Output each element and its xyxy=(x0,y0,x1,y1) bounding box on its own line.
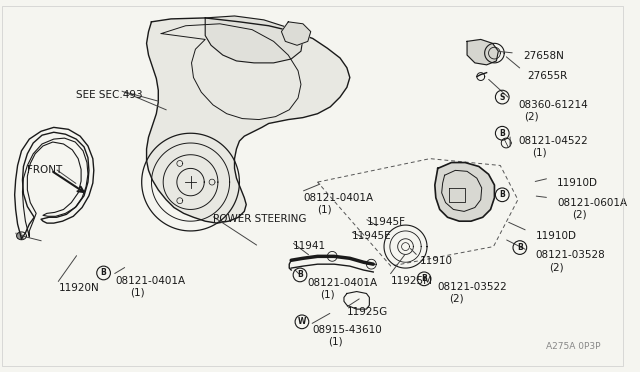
Text: (1): (1) xyxy=(130,288,145,298)
Text: 11941: 11941 xyxy=(293,241,326,251)
Text: 08121-0401A: 08121-0401A xyxy=(308,278,378,288)
Text: 11910D: 11910D xyxy=(536,231,577,241)
Text: A275A 0P3P: A275A 0P3P xyxy=(547,342,601,351)
Text: (2): (2) xyxy=(549,262,564,272)
Text: (1): (1) xyxy=(321,289,335,299)
Text: 11920N: 11920N xyxy=(59,283,99,293)
Text: 11910D: 11910D xyxy=(557,178,598,188)
Polygon shape xyxy=(467,39,499,65)
Text: (1): (1) xyxy=(317,205,332,215)
Text: (2): (2) xyxy=(449,294,464,304)
Text: (2): (2) xyxy=(572,209,586,219)
Text: 08121-0601A: 08121-0601A xyxy=(557,198,627,208)
Text: 08121-0401A: 08121-0401A xyxy=(115,276,186,286)
Text: 11945E: 11945E xyxy=(352,231,392,241)
Text: B: B xyxy=(421,274,427,283)
Text: 08915-43610: 08915-43610 xyxy=(313,325,383,335)
Text: 27655R: 27655R xyxy=(527,71,568,81)
Text: S: S xyxy=(500,93,505,102)
Text: B: B xyxy=(100,269,106,278)
Text: W: W xyxy=(298,317,306,326)
Text: FRONT: FRONT xyxy=(28,166,63,176)
Text: (2): (2) xyxy=(524,112,538,122)
Text: B: B xyxy=(297,270,303,279)
Polygon shape xyxy=(147,18,350,223)
Text: (1): (1) xyxy=(532,148,547,158)
Text: 11925M: 11925M xyxy=(391,276,433,286)
Text: 08121-03528: 08121-03528 xyxy=(536,250,605,260)
Text: (1): (1) xyxy=(328,337,343,346)
Text: 08360-61214: 08360-61214 xyxy=(518,100,588,110)
Text: 08121-0401A: 08121-0401A xyxy=(303,193,373,203)
Text: 11945F: 11945F xyxy=(367,217,405,227)
Text: B: B xyxy=(517,243,523,252)
Text: 11925G: 11925G xyxy=(347,307,388,317)
Text: 11910: 11910 xyxy=(420,256,453,266)
Text: 27658N: 27658N xyxy=(523,51,564,61)
Polygon shape xyxy=(205,16,303,63)
Text: 08121-04522: 08121-04522 xyxy=(518,136,588,146)
Text: 08121-03522: 08121-03522 xyxy=(438,282,508,292)
Text: POWER STEERING: POWER STEERING xyxy=(213,214,307,224)
Text: B: B xyxy=(499,129,505,138)
Polygon shape xyxy=(282,22,311,45)
Text: SEE SEC.493: SEE SEC.493 xyxy=(76,90,143,100)
Text: B: B xyxy=(499,190,505,199)
Polygon shape xyxy=(435,163,495,221)
